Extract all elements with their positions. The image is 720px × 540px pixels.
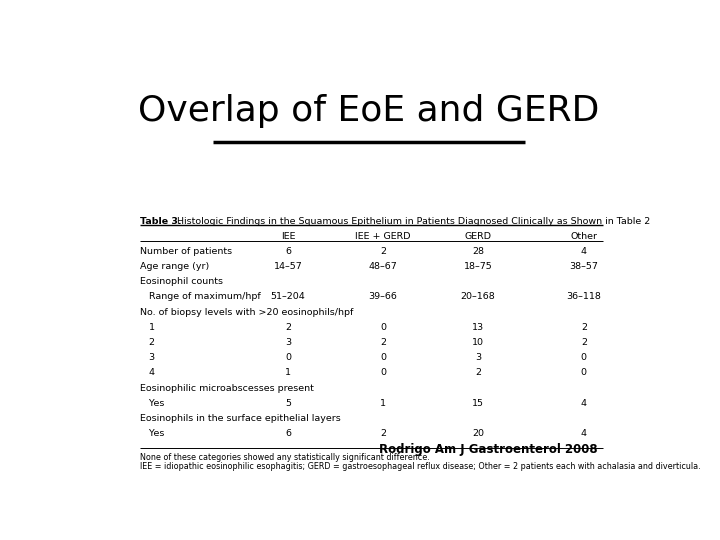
Text: Other: Other [570,232,598,241]
Text: 3: 3 [285,338,291,347]
Text: 4: 4 [581,247,587,256]
Text: 3: 3 [140,353,156,362]
Text: 6: 6 [285,429,291,438]
Text: 15: 15 [472,399,484,408]
Text: 2: 2 [380,429,386,438]
Text: 13: 13 [472,323,484,332]
Text: No. of biopsy levels with >20 eosinophils/hpf: No. of biopsy levels with >20 eosinophil… [140,308,354,316]
Text: 5: 5 [285,399,291,408]
Text: Eosinophils in the surface epithelial layers: Eosinophils in the surface epithelial la… [140,414,341,423]
Text: 2: 2 [140,338,156,347]
Text: None of these categories showed any statistically significant difference.: None of these categories showed any stat… [140,453,430,462]
Text: 2: 2 [380,247,386,256]
Text: 36–118: 36–118 [567,293,601,301]
Text: Rodrigo Am J Gastroenterol 2008: Rodrigo Am J Gastroenterol 2008 [379,443,598,456]
Text: 20–168: 20–168 [460,293,495,301]
Text: Eosinophil counts: Eosinophil counts [140,277,223,286]
Text: 4: 4 [140,368,156,377]
Text: 48–67: 48–67 [369,262,397,271]
Text: Age range (yr): Age range (yr) [140,262,210,271]
Text: 2: 2 [474,368,481,377]
Text: 0: 0 [380,353,386,362]
Text: 0: 0 [285,353,291,362]
Text: 4: 4 [581,399,587,408]
Text: Overlap of EoE and GERD: Overlap of EoE and GERD [138,94,600,128]
Text: 1: 1 [380,399,386,408]
Text: 1: 1 [285,368,291,377]
Text: IEE: IEE [281,232,295,241]
Text: Eosinophilic microabscesses present: Eosinophilic microabscesses present [140,383,314,393]
Text: 2: 2 [380,338,386,347]
Text: IEE = idiopathic eosinophilic esophagitis; GERD = gastroesophageal reflux diseas: IEE = idiopathic eosinophilic esophagiti… [140,462,701,471]
Text: 3: 3 [474,353,481,362]
Text: 0: 0 [380,368,386,377]
Text: GERD: GERD [464,232,491,241]
Text: Yes: Yes [140,399,165,408]
Text: 18–75: 18–75 [464,262,492,271]
Text: Yes: Yes [140,429,165,438]
Text: 39–66: 39–66 [369,293,397,301]
Text: 20: 20 [472,429,484,438]
Text: 28: 28 [472,247,484,256]
Text: 38–57: 38–57 [570,262,598,271]
Text: 2: 2 [285,323,291,332]
Text: Number of patients: Number of patients [140,247,233,256]
Text: 6: 6 [285,247,291,256]
Text: 14–57: 14–57 [274,262,302,271]
Text: IEE + GERD: IEE + GERD [355,232,410,241]
Text: 2: 2 [581,338,587,347]
Text: 4: 4 [581,429,587,438]
Text: 10: 10 [472,338,484,347]
Text: 0: 0 [581,353,587,362]
Text: Histologic Findings in the Squamous Epithelium in Patients Diagnosed Clinically : Histologic Findings in the Squamous Epit… [171,217,650,226]
Text: 0: 0 [380,323,386,332]
Text: Table 3.: Table 3. [140,217,182,226]
Text: 1: 1 [140,323,156,332]
Text: 51–204: 51–204 [271,293,305,301]
Text: Range of maximum/hpf: Range of maximum/hpf [140,293,261,301]
Text: 0: 0 [581,368,587,377]
Text: 2: 2 [581,323,587,332]
